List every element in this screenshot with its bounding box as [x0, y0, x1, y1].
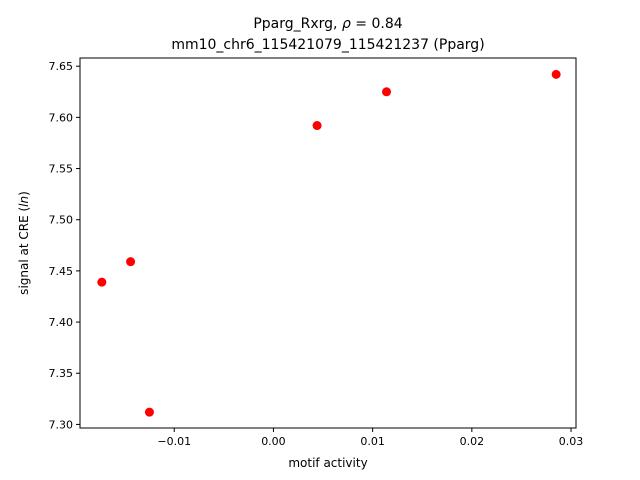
x-axis-label: motif activity: [288, 456, 367, 470]
data-point-1: [97, 277, 107, 287]
data-point-3: [144, 407, 154, 417]
plot-area: [97, 69, 561, 417]
chart-title-line1: Pparg_Rxrg, ρ = 0.84: [253, 16, 402, 32]
y-tick-label: 7.45: [49, 265, 74, 278]
x-tick-label: −0.01: [157, 435, 191, 448]
chart-title-line2: mm10_chr6_115421079_115421237 (Pparg): [171, 37, 484, 53]
y-tick-label: 7.30: [49, 418, 74, 431]
data-point-5: [382, 87, 392, 97]
y-tick-label: 7.50: [49, 214, 74, 227]
x-tick-label: 0.02: [460, 435, 485, 448]
y-tick-label: 7.35: [49, 367, 74, 380]
y-tick-label: 7.40: [49, 316, 74, 329]
data-point-2: [126, 257, 136, 267]
x-tick-label: 0.00: [261, 435, 286, 448]
y-tick-label: 7.60: [49, 111, 74, 124]
y-tick-label: 7.55: [49, 163, 74, 176]
y-axis-label: signal at CRE (ln): [17, 191, 31, 295]
y-axis: 7.30 7.35 7.40 7.45 7.50 7.55 7.60 7.65: [49, 60, 80, 431]
data-point-6: [551, 69, 561, 79]
x-tick-label: 0.01: [360, 435, 385, 448]
axes-frame: [79, 57, 577, 429]
x-tick-label: 0.03: [559, 435, 584, 448]
data-point-4: [312, 121, 322, 131]
y-tick-label: 7.65: [49, 60, 74, 73]
x-axis: −0.01 0.00 0.01 0.02 0.03: [157, 428, 583, 448]
